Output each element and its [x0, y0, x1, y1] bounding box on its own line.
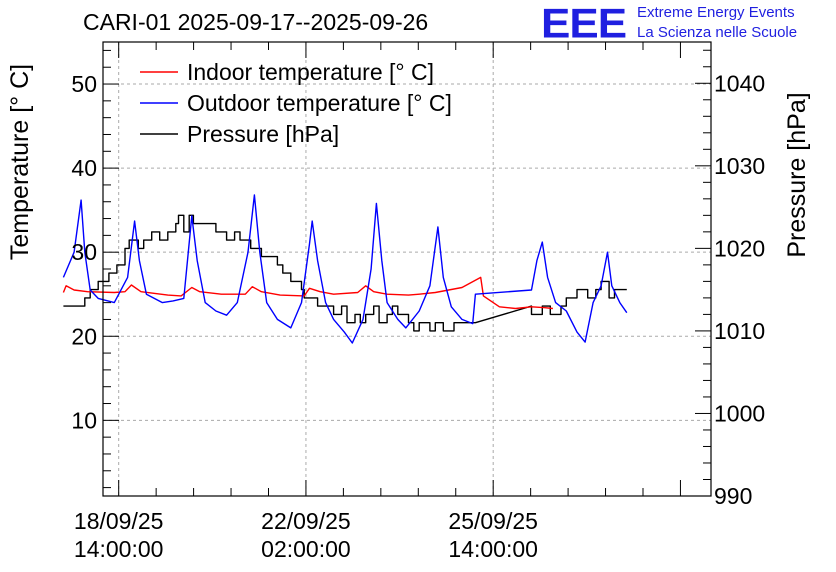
x-tick-label-date: 22/09/25	[261, 508, 351, 534]
logo-line-1: Extreme Energy Events	[637, 4, 795, 21]
series-line-indoor	[62, 276, 553, 310]
x-tick-label-date: 18/09/25	[74, 508, 164, 534]
right-tick-label: 1000	[714, 400, 765, 426]
legend-label-outdoor: Outdoor temperature [° C]	[187, 90, 452, 116]
left-tick-label: 40	[71, 155, 97, 181]
chart-title: CARI-01 2025-09-17--2025-09-26	[83, 9, 429, 35]
legend: Indoor temperature [° C] Outdoor temperat…	[140, 59, 452, 147]
logo-line-2: La Scienza nelle Scuole	[637, 24, 798, 41]
right-tick-label: 1020	[714, 235, 765, 261]
series-line-outdoor	[62, 194, 628, 344]
legend-label-pressure: Pressure [hPa]	[187, 121, 339, 147]
left-axis-label: Temperature [° C]	[6, 64, 34, 260]
left-tick-label: 50	[71, 71, 97, 97]
x-tick-label-time: 02:00:00	[261, 536, 351, 562]
right-tick-label: 1040	[714, 70, 765, 96]
right-tick-label: 1010	[714, 318, 765, 344]
right-tick-label: 990	[714, 483, 752, 509]
x-tick-label-time: 14:00:00	[448, 536, 538, 562]
right-axis-label: Pressure [hPa]	[783, 92, 811, 257]
left-tick-label: 20	[71, 323, 97, 349]
x-tick-label-date: 25/09/25	[448, 508, 538, 534]
series-lines	[62, 194, 628, 344]
x-tick-label-time: 14:00:00	[74, 536, 164, 562]
left-tick-label: 30	[71, 239, 97, 265]
eee-logo: EEE	[541, 0, 627, 47]
right-tick-label: 1030	[714, 153, 765, 179]
left-tick-label: 10	[71, 407, 97, 433]
legend-label-indoor: Indoor temperature [° C]	[187, 59, 434, 85]
series-line-pressure	[63, 214, 627, 332]
